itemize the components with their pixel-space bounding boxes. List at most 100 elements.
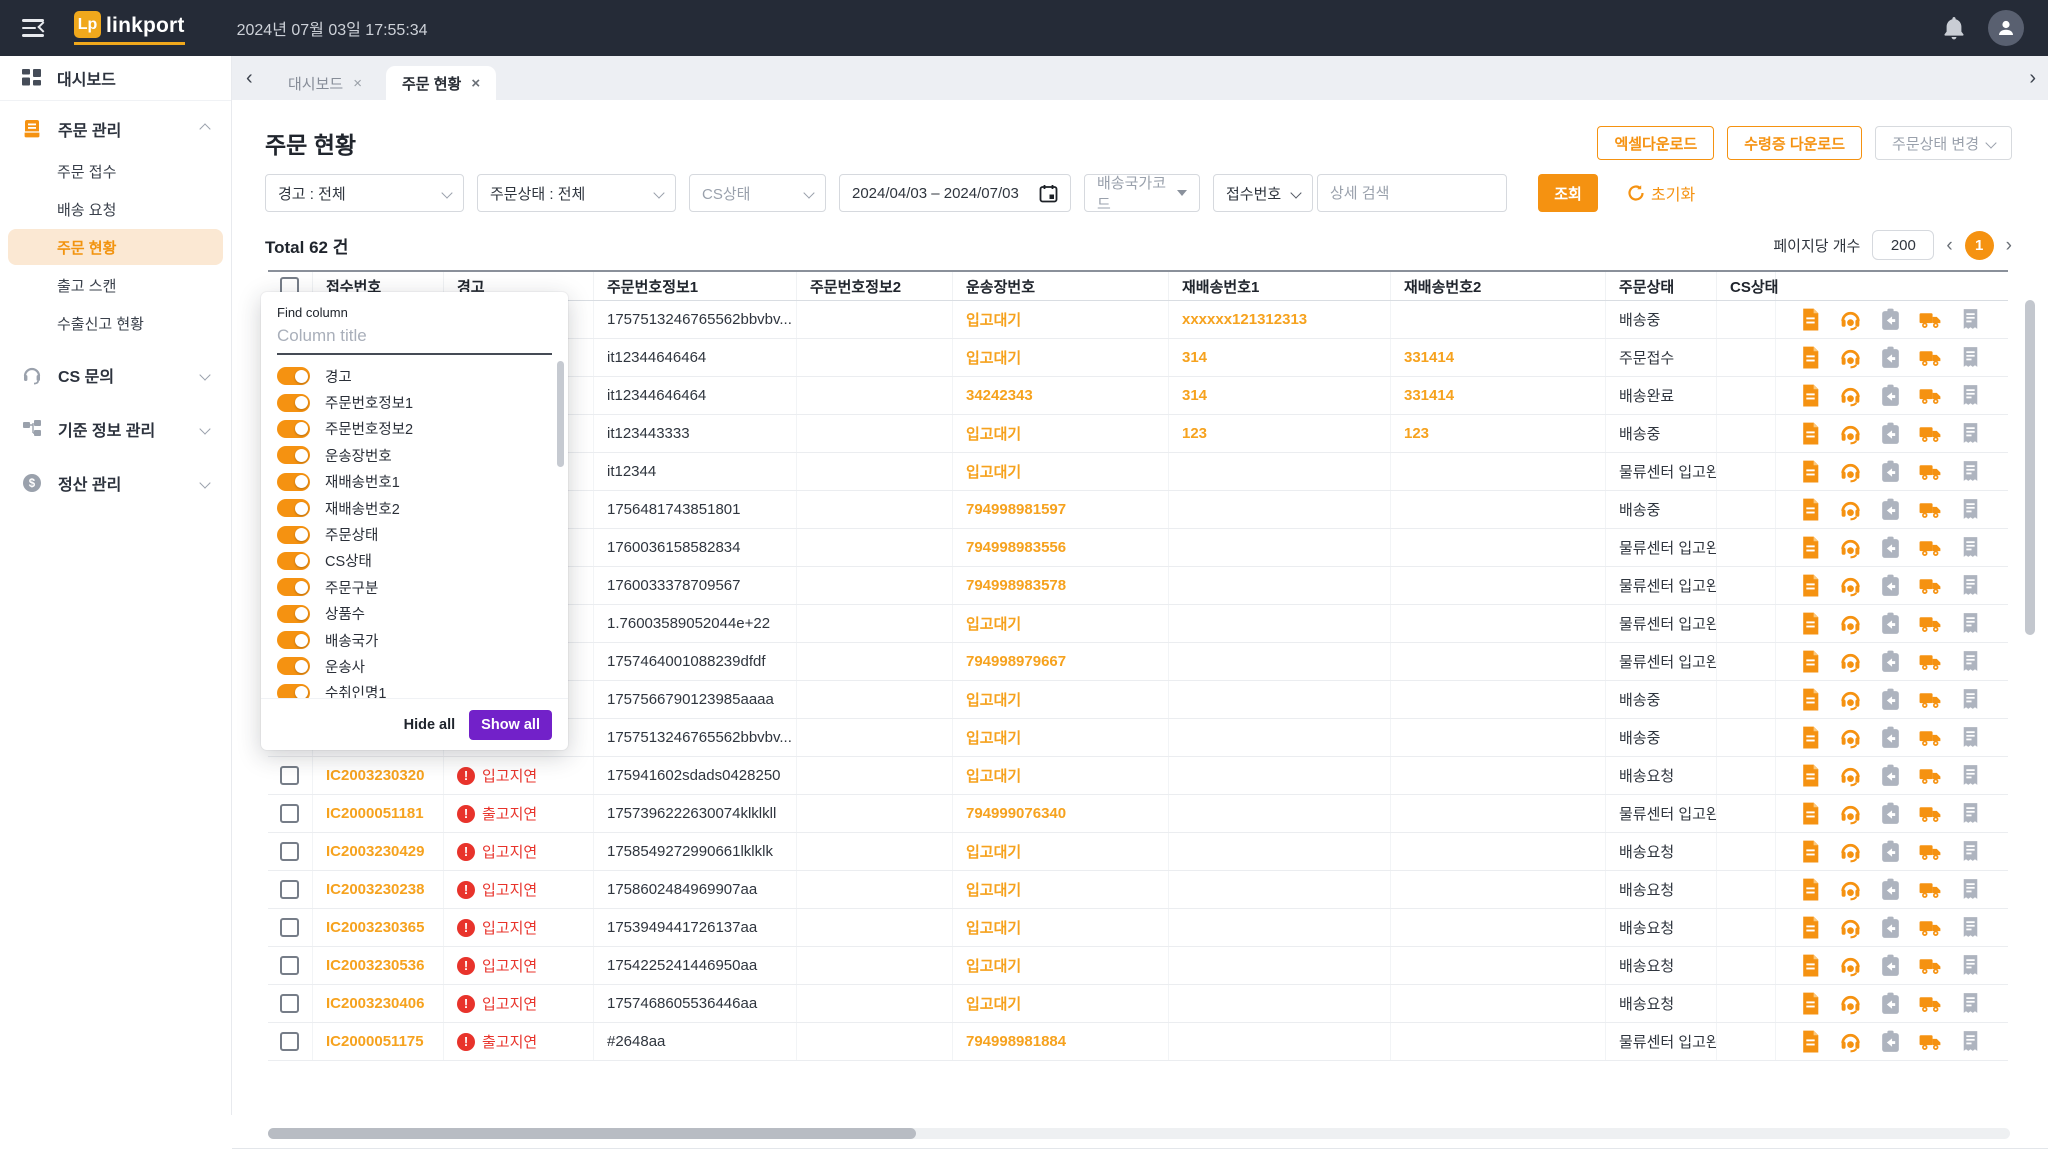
redelivery2-link[interactable] xyxy=(1391,605,1606,642)
document-icon[interactable] xyxy=(1798,497,1823,522)
toggle-switch-on[interactable] xyxy=(277,394,310,412)
clipboard-return-icon[interactable] xyxy=(1878,763,1903,788)
receipt-icon[interactable] xyxy=(1958,915,1983,940)
tabs-scroll-left-icon[interactable]: ‹ xyxy=(246,68,253,88)
receipt-icon[interactable] xyxy=(1958,573,1983,598)
redelivery1-link[interactable]: xxxxxx121312313 xyxy=(1169,301,1391,338)
receipt-icon[interactable] xyxy=(1958,763,1983,788)
headset-icon[interactable] xyxy=(1838,573,1863,598)
clipboard-return-icon[interactable] xyxy=(1878,687,1903,712)
receipt-icon[interactable] xyxy=(1958,877,1983,902)
sidebar-item-cs-inquiry[interactable]: CS 문의 xyxy=(0,353,231,397)
col-header-tracking[interactable]: 운송장번호 xyxy=(953,272,1169,300)
tracking-number-link[interactable]: 입고대기 xyxy=(953,757,1169,794)
reset-button[interactable]: 초기화 xyxy=(1627,181,1695,205)
tab-order-status[interactable]: 주문 현황 × xyxy=(386,66,496,100)
cs-status-filter-select[interactable]: CS상태 xyxy=(689,174,826,212)
app-logo[interactable]: Lp linkport xyxy=(74,11,185,45)
headset-icon[interactable] xyxy=(1838,801,1863,826)
col-header-status[interactable]: 주문상태 xyxy=(1606,272,1717,300)
receipt-icon[interactable] xyxy=(1958,307,1983,332)
truck-icon[interactable] xyxy=(1918,649,1943,674)
order-id-link[interactable]: IC2003230406 xyxy=(313,985,444,1022)
clipboard-return-icon[interactable] xyxy=(1878,649,1903,674)
truck-icon[interactable] xyxy=(1918,345,1943,370)
col-header-redelivery2[interactable]: 재배송번호2 xyxy=(1391,272,1606,300)
redelivery1-link[interactable]: 123 xyxy=(1169,415,1391,452)
order-id-link[interactable]: IC2003230429 xyxy=(313,833,444,870)
redelivery1-link[interactable] xyxy=(1169,681,1391,718)
truck-icon[interactable] xyxy=(1918,725,1943,750)
horizontal-scrollbar[interactable] xyxy=(268,1128,916,1139)
document-icon[interactable] xyxy=(1798,877,1823,902)
headset-icon[interactable] xyxy=(1838,345,1863,370)
document-icon[interactable] xyxy=(1798,953,1823,978)
redelivery2-link[interactable] xyxy=(1391,453,1606,490)
document-icon[interactable] xyxy=(1798,459,1823,484)
toggle-switch-on[interactable] xyxy=(277,631,310,649)
notification-bell-icon[interactable] xyxy=(1942,15,1966,41)
date-range-picker[interactable]: 2024/04/03 – 2024/07/03 xyxy=(839,174,1071,212)
truck-icon[interactable] xyxy=(1918,611,1943,636)
redelivery2-link[interactable] xyxy=(1391,757,1606,794)
tracking-number-link[interactable]: 입고대기 xyxy=(953,947,1169,984)
sidebar-item-dashboard[interactable]: 대시보드 xyxy=(0,56,231,100)
document-icon[interactable] xyxy=(1798,383,1823,408)
tracking-number-link[interactable]: 794998979667 xyxy=(953,643,1169,680)
headset-icon[interactable] xyxy=(1838,459,1863,484)
col-header-cs-status[interactable]: CS상태 xyxy=(1717,272,1776,300)
order-id-link[interactable]: IC2000051175 xyxy=(313,1023,444,1060)
row-checkbox[interactable] xyxy=(280,956,299,975)
truck-icon[interactable] xyxy=(1918,573,1943,598)
order-id-link[interactable]: IC2003230365 xyxy=(313,909,444,946)
redelivery2-link[interactable] xyxy=(1391,719,1606,756)
search-button[interactable]: 조회 xyxy=(1538,174,1598,212)
search-type-select[interactable]: 접수번호 xyxy=(1213,174,1313,212)
redelivery1-link[interactable] xyxy=(1169,871,1391,908)
redelivery1-link[interactable] xyxy=(1169,719,1391,756)
toggle-switch-on[interactable] xyxy=(277,499,310,517)
redelivery2-link[interactable] xyxy=(1391,301,1606,338)
column-title-input[interactable] xyxy=(277,320,552,355)
receipt-icon[interactable] xyxy=(1958,421,1983,446)
tracking-number-link[interactable]: 입고대기 xyxy=(953,833,1169,870)
clipboard-return-icon[interactable] xyxy=(1878,573,1903,598)
redelivery2-link[interactable] xyxy=(1391,681,1606,718)
row-checkbox[interactable] xyxy=(280,994,299,1013)
redelivery1-link[interactable]: 314 xyxy=(1169,339,1391,376)
toggle-switch-on[interactable] xyxy=(277,657,310,675)
toggle-switch-on[interactable] xyxy=(277,552,310,570)
row-checkbox[interactable] xyxy=(280,1032,299,1051)
country-code-select[interactable]: 배송국가코드 xyxy=(1084,174,1200,212)
receipt-icon[interactable] xyxy=(1958,839,1983,864)
headset-icon[interactable] xyxy=(1838,307,1863,332)
tracking-number-link[interactable]: 794998983578 xyxy=(953,567,1169,604)
panel-scrollbar[interactable] xyxy=(557,361,564,467)
redelivery2-link[interactable] xyxy=(1391,871,1606,908)
toggle-switch-on[interactable] xyxy=(277,526,310,544)
toggle-switch-on[interactable] xyxy=(277,473,310,491)
truck-icon[interactable] xyxy=(1918,497,1943,522)
tabs-scroll-right-icon[interactable]: › xyxy=(2029,68,2036,88)
headset-icon[interactable] xyxy=(1838,611,1863,636)
headset-icon[interactable] xyxy=(1838,839,1863,864)
redelivery1-link[interactable]: 314 xyxy=(1169,377,1391,414)
truck-icon[interactable] xyxy=(1918,1029,1943,1054)
redelivery1-link[interactable] xyxy=(1169,453,1391,490)
tracking-number-link[interactable]: 입고대기 xyxy=(953,453,1169,490)
headset-icon[interactable] xyxy=(1838,763,1863,788)
document-icon[interactable] xyxy=(1798,801,1823,826)
receipt-icon[interactable] xyxy=(1958,687,1983,712)
redelivery1-link[interactable] xyxy=(1169,1023,1391,1060)
headset-icon[interactable] xyxy=(1838,383,1863,408)
row-checkbox[interactable] xyxy=(280,842,299,861)
row-checkbox[interactable] xyxy=(280,918,299,937)
redelivery2-link[interactable]: 331414 xyxy=(1391,377,1606,414)
clipboard-return-icon[interactable] xyxy=(1878,725,1903,750)
document-icon[interactable] xyxy=(1798,421,1823,446)
toggle-switch-on[interactable] xyxy=(277,578,310,596)
clipboard-return-icon[interactable] xyxy=(1878,345,1903,370)
col-header-redelivery1[interactable]: 재배송번호1 xyxy=(1169,272,1391,300)
page-size-input[interactable] xyxy=(1872,230,1934,260)
headset-icon[interactable] xyxy=(1838,953,1863,978)
